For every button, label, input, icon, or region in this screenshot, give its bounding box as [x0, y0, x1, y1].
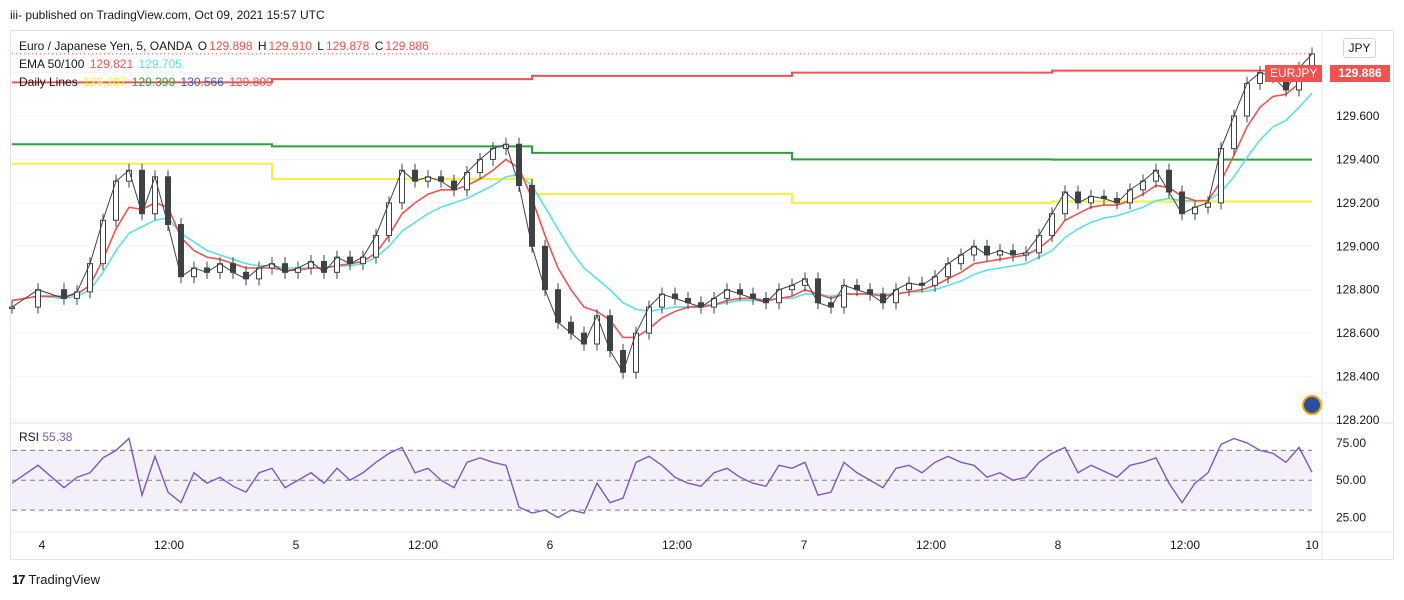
published-line: iii- published on TradingView.com, Oct 0… [10, 8, 325, 22]
rsi-tick-label: 50.00 [1336, 473, 1366, 487]
legend-daily2: 129.399 [131, 75, 176, 89]
daily-line-green [12, 143, 1312, 161]
globe-icon [1302, 395, 1322, 415]
x-tick-label: 12:00 [916, 538, 946, 552]
price-tick-label: 128.600 [1336, 326, 1380, 340]
x-tick-label: 12:00 [662, 538, 692, 552]
rsi-legend: RSI 55.38 [19, 430, 72, 444]
price-candle [35, 289, 41, 308]
x-tick-label: 10 [1305, 538, 1319, 552]
legend-ema-row: EMA 50/100 129.821 129.705 [19, 57, 184, 71]
legend-daily1: 129.207 [83, 75, 127, 89]
last-price-tag: 129.886 [1330, 65, 1390, 82]
legend-ema100: 129.705 [138, 57, 182, 71]
legend-close-label: C [374, 39, 384, 53]
rsi-tick-label: 75.00 [1336, 436, 1366, 450]
footer-brand[interactable]: 17 TradingView [12, 572, 100, 587]
legend-symbol: Euro / Japanese Yen, 5, OANDA [19, 39, 193, 53]
price-tick-label: 129.000 [1336, 239, 1380, 253]
legend-ema50: 129.821 [89, 57, 134, 71]
x-tick-label: 12:00 [1170, 538, 1200, 552]
legend-open-label: O [197, 39, 208, 53]
x-tick-label: 4 [39, 538, 46, 552]
x-tick-label: 12:00 [154, 538, 184, 552]
tradingview-logo-icon: 17 [12, 572, 26, 587]
x-tick-label: 8 [1055, 538, 1062, 552]
x-tick-label: 5 [293, 538, 300, 552]
legend-close: 129.886 [385, 39, 429, 53]
x-tick-label: 7 [801, 538, 808, 552]
legend-daily3: 130.566 [180, 75, 224, 89]
legend-open: 129.898 [209, 39, 253, 53]
price-tick-label: 129.600 [1336, 109, 1380, 123]
legend-low: 129.878 [325, 39, 370, 53]
legend-high-label: H [257, 39, 267, 53]
price-tick-label: 128.200 [1336, 413, 1380, 427]
legend-daily-label: Daily Lines [19, 75, 78, 89]
price-tick-label: 129.200 [1336, 196, 1380, 210]
x-tick-label: 12:00 [408, 538, 438, 552]
currency-button[interactable]: JPY [1343, 38, 1376, 58]
legend-ema-label: EMA 50/100 [19, 57, 85, 71]
x-tick-label: 6 [547, 538, 554, 552]
price-candle [9, 306, 15, 310]
chart-frame [10, 30, 1394, 560]
legend-daily-row: Daily Lines 129.207 129.399 130.566 129.… [19, 75, 275, 89]
price-tick-label: 128.800 [1336, 283, 1380, 297]
daily-line-yellow [12, 162, 1312, 204]
price-close-line [11, 53, 1313, 374]
symbol-price-tag: EURJPY [1265, 65, 1323, 82]
legend-high: 129.910 [268, 39, 312, 53]
footer-brand-label: TradingView [28, 572, 101, 587]
legend-symbol-row: Euro / Japanese Yen, 5, OANDA O 129.898 H… [19, 39, 431, 53]
rsi-label: RSI [19, 430, 40, 444]
price-tick-label: 128.400 [1336, 370, 1380, 384]
rsi-line [11, 437, 1313, 519]
ema100-line [11, 92, 1313, 313]
price-tick-label: 129.400 [1336, 152, 1380, 166]
rsi-tick-label: 25.00 [1336, 511, 1366, 525]
legend-low-label: L [317, 39, 324, 53]
legend-daily4: 129.809 [229, 75, 273, 89]
ema50-line [11, 69, 1313, 339]
daily-line-red [12, 69, 1312, 84]
rsi-value: 55.38 [42, 430, 73, 444]
